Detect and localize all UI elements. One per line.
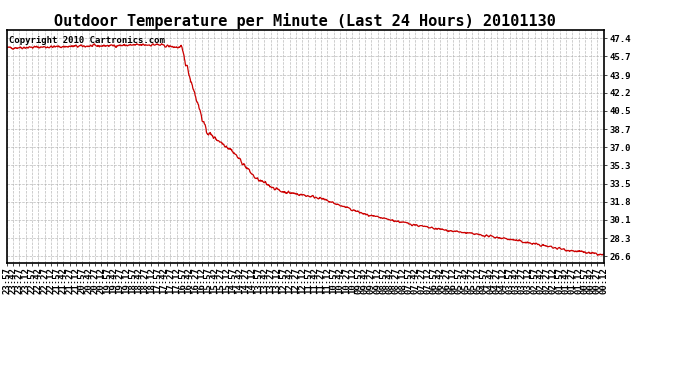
Text: Copyright 2010 Cartronics.com: Copyright 2010 Cartronics.com <box>9 36 165 45</box>
Title: Outdoor Temperature per Minute (Last 24 Hours) 20101130: Outdoor Temperature per Minute (Last 24 … <box>55 13 556 29</box>
